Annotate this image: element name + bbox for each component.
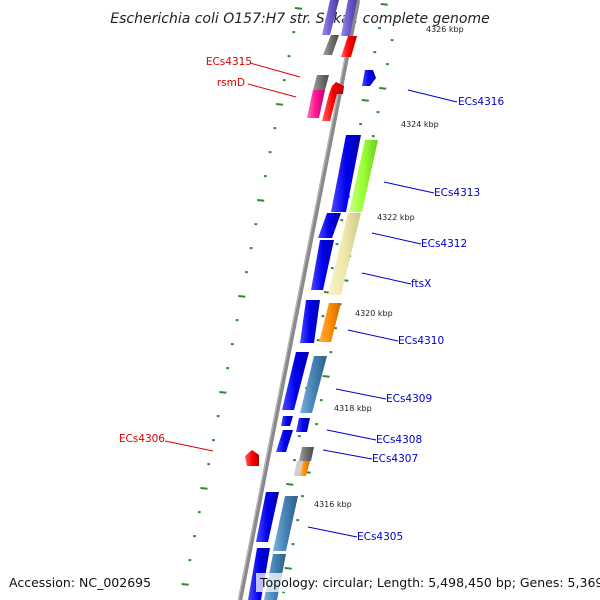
feature-rsmD: [307, 90, 325, 118]
leader-ECs4310: [347, 329, 399, 342]
feature-red-rsmD-neighbor: [322, 82, 344, 121]
tick-dot: [275, 103, 284, 106]
feature-blocks: [245, 0, 378, 600]
gene-label: ECs4316: [458, 96, 504, 108]
gene-label: ECs4310: [398, 335, 444, 347]
gene-label: ECs4306: [119, 433, 165, 445]
topology-backdrop: [256, 573, 596, 592]
feature-purple-top: [322, 0, 339, 35]
leader-ECs4313: [383, 181, 435, 194]
gene-label: ECs4315: [206, 56, 252, 68]
feature-ECs4306: [245, 450, 259, 466]
page-title: Escherichia coli O157:H7 str. Sakai, com…: [110, 11, 489, 27]
feature-ECs4305-blue: [256, 492, 279, 542]
gene-label: ECs4312: [421, 238, 467, 250]
feature-small-blue-b: [296, 418, 310, 432]
tick-dot: [380, 3, 388, 6]
gene-label: rsmD: [217, 77, 245, 89]
feature-ECs4310-blue: [300, 300, 320, 343]
accession-text: Accession: NC_002695: [9, 575, 151, 590]
feature-red-top: [341, 36, 357, 57]
tick-label: 4316 kbp: [314, 500, 352, 509]
tick-dot: [361, 99, 369, 102]
feature-ECs4310: [319, 303, 341, 342]
gene-label: ECs4308: [376, 434, 422, 446]
tick-dot: [294, 7, 302, 10]
feature-ECs4316: [362, 70, 376, 86]
genome-backbone: [237, 0, 361, 600]
feature-ECs4315: [313, 75, 329, 90]
leader-ECs4309: [335, 388, 387, 400]
feature-ECs4313: [349, 140, 378, 212]
tick-label: 4320 kbp: [355, 309, 393, 318]
leader-rsmD: [247, 83, 297, 98]
gene-label: ftsX: [411, 278, 431, 290]
feature-ECs4307: [300, 461, 310, 476]
tick-dot: [257, 199, 265, 202]
leader-ECs4306: [164, 440, 214, 452]
feature-small-blue-c: [276, 430, 293, 452]
gene-label: ECs4305: [357, 531, 403, 543]
tick-label: 4318 kbp: [334, 404, 372, 413]
tick-dot: [181, 583, 189, 586]
leader-ECs4315: [249, 62, 301, 78]
tick-dot: [200, 487, 208, 490]
feature-ECs4309-blue: [282, 352, 309, 410]
feature-ECs4305: [273, 496, 298, 551]
tick-label: 4326 kbp: [426, 25, 464, 34]
feature-ECs4312: [311, 240, 334, 290]
gene-label: ECs4307: [372, 453, 418, 465]
tick-dot: [286, 483, 294, 486]
feature-ECs4312-blue: [318, 213, 341, 238]
tick-label: 4322 kbp: [377, 213, 415, 222]
feature-small-blue-a: [281, 416, 293, 426]
leader-ECs4312: [371, 232, 422, 245]
gene-labels: ECs4315 rsmD ECs4316 ECs4313 ECs4312 fts…: [119, 56, 505, 543]
leader-ftsX: [361, 272, 412, 285]
tick-labels: 4326 kbp 4324 kbp 4322 kbp 4320 kbp 4318…: [314, 25, 464, 509]
leader-ECs4307: [322, 449, 373, 460]
feature-ECs4309: [300, 356, 327, 413]
leader-ECs4316: [407, 89, 458, 103]
feature-purple-top-right: [341, 0, 357, 36]
feature-gray-top: [323, 35, 339, 55]
leader-ECs4305: [307, 526, 358, 538]
genome-backbone-highlight: [238, 0, 357, 600]
tick-dot: [322, 375, 330, 378]
gene-label: ECs4309: [386, 393, 432, 405]
tick-dot: [379, 87, 387, 90]
gene-label: ECs4313: [434, 187, 480, 199]
feature-ECs4313-blue: [331, 135, 361, 212]
feature-ECs4308: [299, 447, 314, 461]
leader-lines: [164, 62, 458, 538]
topology-text: Topology: circular; Length: 5,498,450 bp…: [259, 575, 600, 590]
feature-ftsX: [328, 213, 361, 295]
tick-dot: [219, 391, 227, 394]
tick-dot: [284, 567, 292, 570]
tick-dot: [238, 295, 246, 298]
tick-label: 4324 kbp: [401, 120, 439, 129]
leader-ECs4308: [326, 429, 377, 441]
